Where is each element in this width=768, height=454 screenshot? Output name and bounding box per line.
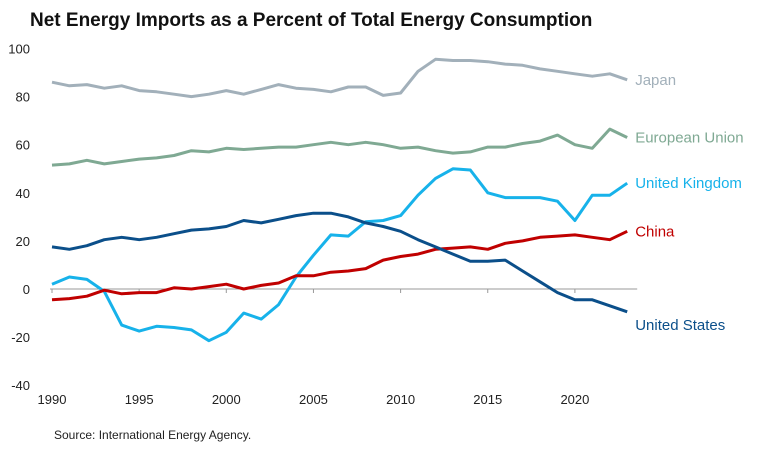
chart-title: Net Energy Imports as a Percent of Total… (30, 10, 593, 31)
y-tick-label: -20 (11, 330, 30, 345)
series-label: European Union (635, 129, 743, 146)
series-line-japan (51, 57, 628, 99)
series-label: United States (635, 317, 725, 334)
series-line-china (51, 229, 628, 302)
y-tick-label: 0 (23, 282, 30, 297)
y-tick-label: 80 (16, 90, 30, 105)
series-label: China (635, 223, 675, 240)
x-tick-label: 2000 (212, 392, 241, 407)
y-tick-label: 100 (8, 42, 30, 57)
y-tick-label: 40 (16, 186, 30, 201)
x-tick-label: 2020 (560, 392, 589, 407)
y-tick-label: 20 (16, 234, 30, 249)
series-line-united-kingdom (51, 167, 629, 343)
x-tick-label: 2005 (299, 392, 328, 407)
series-line-united-states (51, 211, 628, 314)
source-note: Source: International Energy Agency. (54, 428, 252, 442)
y-tick-label: 60 (16, 138, 30, 153)
x-tick-label: 1990 (38, 392, 67, 407)
x-tick-label: 2010 (386, 392, 415, 407)
x-tick-label: 2015 (473, 392, 502, 407)
series-label: Japan (635, 72, 676, 89)
series-label: United Kingdom (635, 175, 742, 192)
series-line-european-union (51, 127, 628, 167)
y-tick-label: -40 (11, 378, 30, 393)
x-tick-label: 1995 (125, 392, 154, 407)
